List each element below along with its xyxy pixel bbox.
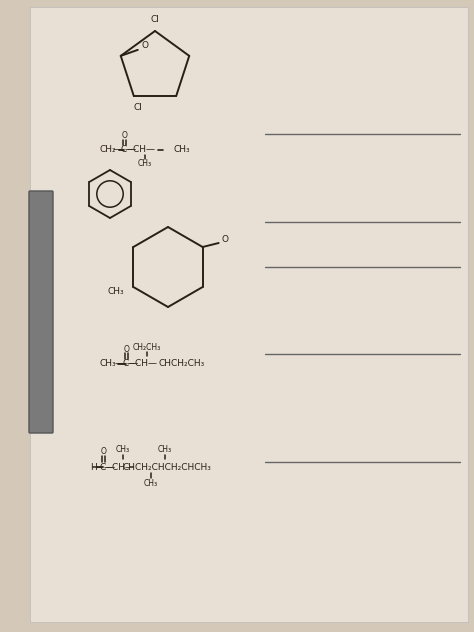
Text: —C—: —C— (115, 360, 139, 368)
Text: —CH—: —CH— (127, 360, 157, 368)
Text: Cl: Cl (151, 16, 159, 25)
Text: O: O (141, 41, 148, 51)
Text: H: H (90, 463, 97, 471)
Text: —C—: —C— (92, 463, 116, 471)
Text: CH₃: CH₃ (100, 360, 117, 368)
Text: CH₃: CH₃ (158, 446, 172, 454)
Text: CHCH₂CH₃: CHCH₂CH₃ (159, 360, 205, 368)
Text: CH₃: CH₃ (144, 478, 158, 487)
Text: O: O (221, 236, 228, 245)
Text: CH₃: CH₃ (107, 286, 124, 296)
Text: Cl: Cl (133, 102, 142, 112)
FancyBboxPatch shape (30, 7, 468, 622)
Text: CH₂: CH₂ (100, 145, 117, 154)
Text: CH₃: CH₃ (116, 446, 130, 454)
Text: O: O (101, 447, 107, 456)
Text: CHCH₂CHCH₂CHCH₃: CHCH₂CHCH₂CHCH₃ (123, 463, 211, 471)
Text: CH₃: CH₃ (174, 145, 191, 154)
Text: —CH—: —CH— (125, 145, 155, 154)
Text: CH₃: CH₃ (138, 159, 152, 169)
Text: CH₂CH₃: CH₂CH₃ (133, 343, 161, 351)
Text: —C—: —C— (113, 145, 137, 154)
Text: O: O (122, 131, 128, 140)
Text: —CH—: —CH— (103, 463, 135, 471)
FancyBboxPatch shape (29, 191, 53, 433)
Text: O: O (124, 344, 130, 353)
